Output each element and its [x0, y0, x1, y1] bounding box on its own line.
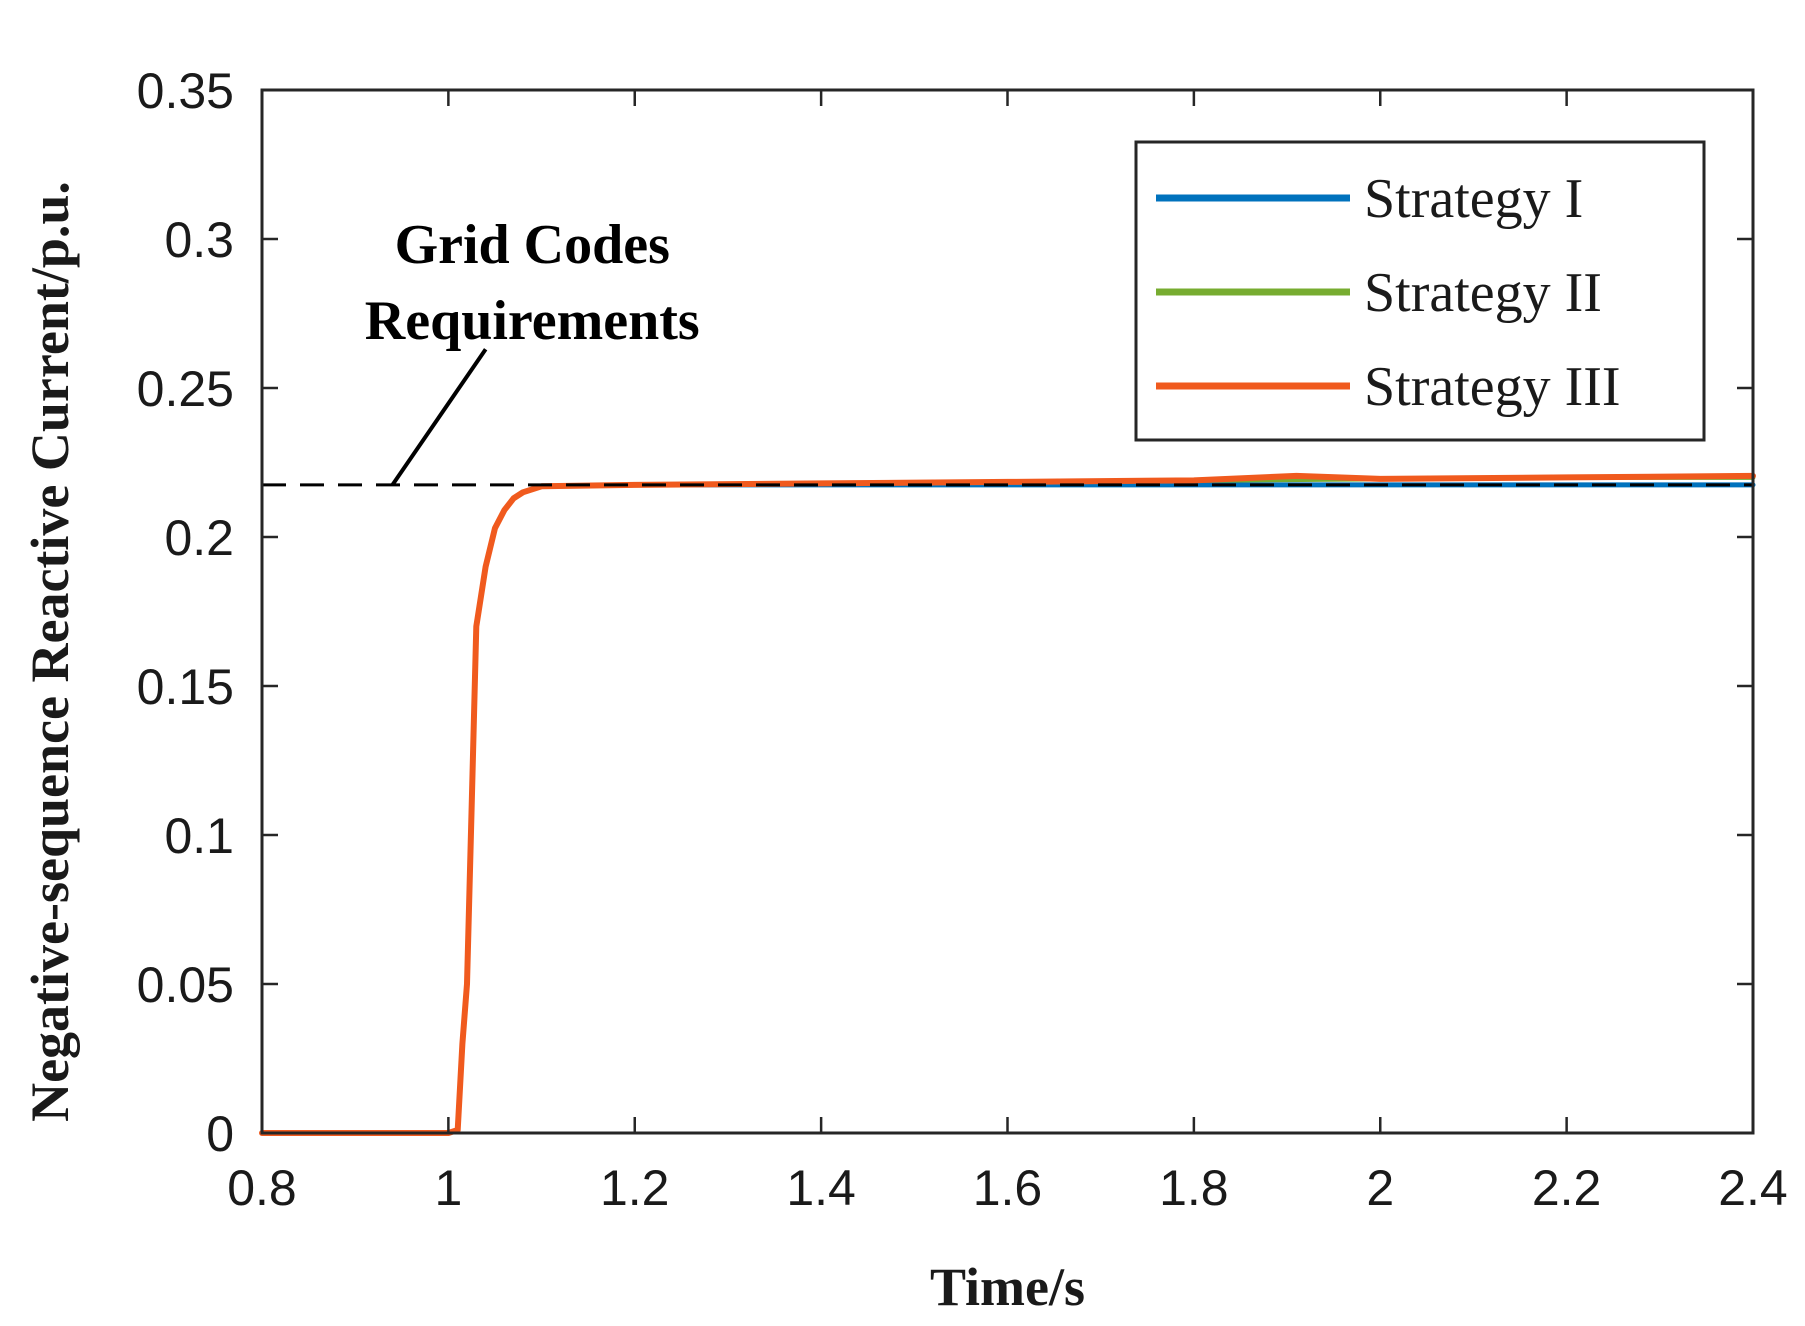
annotation-text-line: Grid Codes	[395, 214, 670, 276]
y-tick-label: 0.15	[137, 659, 234, 715]
axis-ticks	[260, 88, 1755, 1135]
y-tick-label: 0.05	[137, 957, 234, 1013]
x-tick-label: 1.6	[973, 1160, 1043, 1216]
legend-label-3: Strategy III	[1364, 356, 1621, 418]
legend: Strategy I Strategy II Strategy III	[1134, 140, 1706, 442]
y-tick-label: 0.3	[164, 212, 234, 268]
legend-label-1: Strategy I	[1364, 168, 1583, 230]
y-tick-label: 0.2	[164, 510, 234, 566]
y-tick-label: 0.35	[137, 63, 234, 119]
x-tick-label: 2.2	[1532, 1160, 1602, 1216]
x-tick-label: 2	[1366, 1160, 1394, 1216]
annotation: Grid Codes Requirements	[365, 214, 700, 486]
x-tick-label: 1.2	[600, 1160, 670, 1216]
x-tick-label: 1.4	[786, 1160, 856, 1216]
x-tick-label: 0.8	[227, 1160, 297, 1216]
y-tick-label: 0.25	[137, 361, 234, 417]
annotation-text-line: Requirements	[365, 290, 700, 352]
y-tick-label: 0	[206, 1106, 234, 1162]
x-axis-label: Time/s	[930, 1257, 1085, 1317]
y-tick-label: 0.1	[164, 808, 234, 864]
legend-label-2: Strategy II	[1364, 262, 1602, 324]
plot-lines	[259, 472, 1756, 1136]
x-tick-label: 1.8	[1159, 1160, 1229, 1216]
x-tick-label: 1	[434, 1160, 462, 1216]
x-tick-label: 2.4	[1718, 1160, 1788, 1216]
axis-tick-labels: 0.8 1 1.2 1.4 1.6 1.8 2 2.2 2.4 0 0.05 0.1 0.15 0.2 0.…	[137, 63, 1788, 1216]
series-line-3	[259, 472, 1756, 1136]
annotation-pointer	[390, 348, 488, 486]
y-axis-label: Negative-sequence Reactive Current/p.u.	[20, 181, 80, 1122]
